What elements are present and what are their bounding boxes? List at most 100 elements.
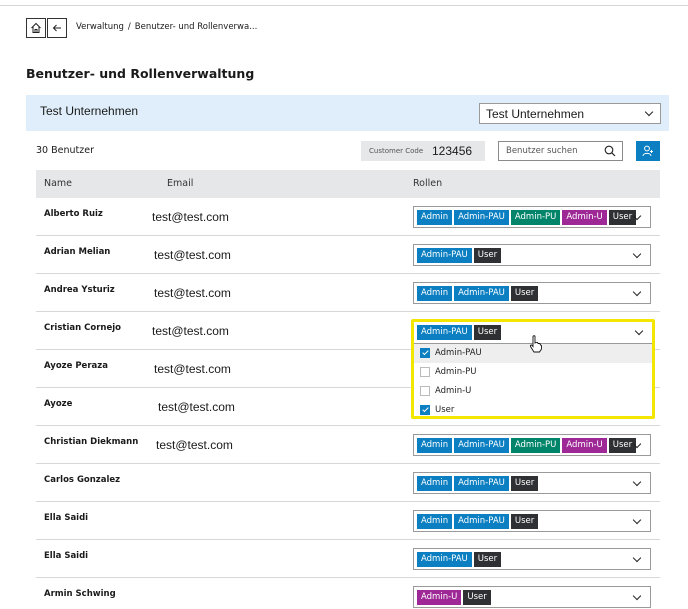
chevron [632, 477, 642, 487]
user-email: test@test.com [152, 324, 229, 338]
table-row: Andrea Ysturiz test@test.com Admin Admin-PA… [36, 274, 660, 312]
role-badge: Admin [417, 475, 453, 491]
user-count: 30 Benutzer [36, 145, 94, 156]
breadcrumb-item: Benutzer- und Rollenverwa... [134, 22, 258, 32]
chevron [632, 591, 642, 601]
role-option[interactable]: Admin-U [414, 382, 652, 401]
role-option[interactable]: Admin-PU [414, 363, 652, 382]
role-badge: Admin [417, 437, 453, 453]
table-row: Ella Saidi Admin Admin-PAU User [36, 502, 660, 540]
table-row: Cristian Cornejo test@test.com [36, 312, 660, 350]
user-email: test@test.com [154, 286, 231, 300]
chevron [632, 249, 642, 259]
user-name: Ella Saidi [44, 551, 89, 561]
role-badge: Admin-PAU [454, 513, 509, 529]
user-name: Christian Diekmann [44, 437, 139, 447]
user-name: Adrian Melian [44, 247, 111, 257]
role-badge: User [473, 247, 502, 263]
role-badge: Admin-PAU [454, 475, 509, 491]
customer-code-label: Customer Code [369, 147, 424, 155]
company-bar: Test Unternehmen Test Unternehmen [26, 95, 669, 131]
role-select[interactable]: Admin-PAU User [413, 548, 651, 570]
role-badge: Admin-PAU [417, 325, 472, 340]
option-label: Admin-PAU [435, 348, 482, 358]
checkbox[interactable] [420, 348, 430, 358]
table-row: Armin Schwing Admin-U User [36, 578, 660, 609]
role-badge: Admin [417, 209, 453, 225]
checkbox[interactable] [420, 405, 430, 415]
option-label: User [435, 405, 455, 415]
role-badge: Admin-PAU [417, 247, 472, 263]
search-placeholder: Benutzer suchen [506, 146, 578, 156]
role-select[interactable]: Admin Admin-PAU Admin-PU Admin-U User [413, 434, 651, 456]
role-select[interactable]: Admin Admin-PAU User [413, 510, 651, 532]
role-badge: User [473, 325, 502, 340]
chevron [634, 326, 644, 336]
chevron [632, 287, 642, 297]
user-name: Carlos Gonzalez [44, 475, 121, 485]
role-select[interactable]: Admin-PAU User [413, 244, 651, 266]
role-select[interactable]: Admin Admin-PAU User [413, 282, 651, 304]
user-name: Ayoze Peraza [44, 361, 108, 371]
checkbox[interactable] [420, 386, 430, 396]
role-badge: Admin-PAU [454, 285, 509, 301]
role-option[interactable]: Admin-PAU [414, 344, 652, 363]
role-badge: Admin-U [562, 437, 607, 453]
option-label: Admin-PU [435, 367, 477, 377]
role-badge: Admin-U [562, 209, 607, 225]
user-name: Armin Schwing [44, 589, 116, 599]
role-badge: Admin-PU [510, 209, 561, 225]
role-badge: Admin-PU [510, 437, 561, 453]
role-badge: User [510, 475, 539, 491]
user-name: Andrea Ysturiz [44, 285, 115, 295]
chevron [632, 553, 642, 563]
user-name: Cristian Cornejo [44, 323, 121, 333]
user-name: Alberto Ruiz [44, 209, 103, 219]
role-select[interactable]: Admin Admin-PAU Admin-PU Admin-U User [413, 206, 651, 228]
customer-code-value: 123456 [432, 144, 473, 158]
role-dropdown[interactable]: Admin-PAU User Admin-PAU Admin-PU Admin-U Use… [411, 319, 655, 419]
user-name: Ella Saidi [44, 513, 89, 523]
table-row: Christian Diekmann test@test.com Admin Admi… [36, 426, 660, 464]
checkbox[interactable] [420, 367, 430, 377]
table-row: Ayoze test@test.com [36, 388, 660, 426]
role-badge: Admin-U [417, 589, 462, 605]
home-button[interactable] [26, 18, 46, 38]
role-select[interactable]: Admin Admin-PAU User [413, 472, 651, 494]
user-name: Ayoze [44, 399, 73, 409]
table-row: Carlos Gonzalez Admin Admin-PAU User [36, 464, 660, 502]
breadcrumb: Verwaltung / Benutzer- und Rollenverwa... [76, 22, 261, 32]
column-header: Name [44, 178, 73, 189]
header-rule [0, 5, 688, 6]
role-badge: Admin-PAU [454, 209, 509, 225]
column-header: Rollen [413, 178, 443, 189]
table-row: Alberto Ruiz test@test.com Admin Admin-PAU A… [36, 198, 660, 236]
role-select[interactable]: Admin-U User [413, 586, 651, 608]
add-user-button[interactable] [636, 141, 660, 161]
role-badge: Admin-PAU [417, 551, 472, 567]
chevron [632, 515, 642, 525]
role-badge: User [463, 589, 491, 605]
chevron [644, 107, 654, 117]
mouse-cursor [529, 335, 542, 353]
breadcrumb-separator: / [127, 22, 131, 32]
user-email: test@test.com [154, 362, 231, 376]
column-header: Email [167, 178, 194, 189]
role-badge: User [473, 551, 502, 567]
role-option[interactable]: User [414, 401, 652, 420]
user-email: test@test.com [156, 438, 233, 452]
search-icon [604, 145, 616, 157]
page-title: Benutzer- und Rollenverwaltung [26, 66, 255, 81]
company-label: Test Unternehmen [40, 104, 139, 118]
table-header: Name Email Rollen [36, 170, 660, 198]
user-email: test@test.com [152, 210, 229, 224]
table-row: Ayoze Peraza test@test.com [36, 350, 660, 388]
user-email: test@test.com [154, 248, 231, 262]
back-button[interactable] [47, 18, 67, 38]
role-badge: User [608, 437, 637, 453]
option-label: Admin-U [435, 386, 472, 396]
search-input[interactable]: Benutzer suchen [498, 141, 623, 161]
breadcrumb-item[interactable]: Verwaltung [76, 22, 124, 32]
role-badge: User [510, 513, 539, 529]
company-select[interactable]: Test Unternehmen [479, 103, 661, 124]
